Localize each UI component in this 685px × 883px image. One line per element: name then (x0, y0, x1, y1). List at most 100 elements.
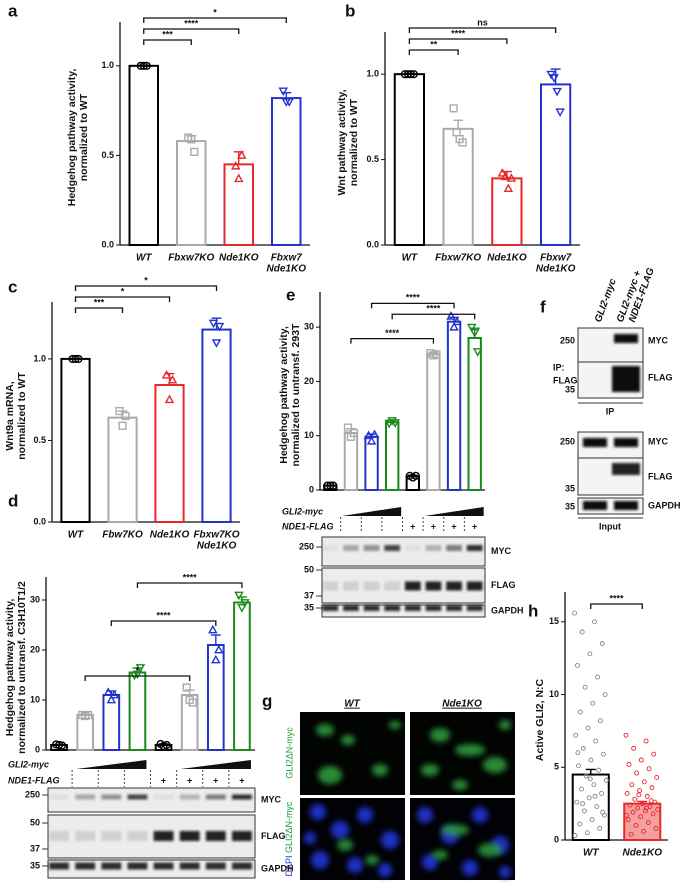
y-axis-label: normalized to WT (16, 372, 28, 460)
data-point (187, 135, 196, 144)
data-point (599, 791, 604, 796)
data-point (580, 745, 586, 751)
data-point (182, 683, 191, 692)
blot-band (425, 605, 442, 611)
x-tick-label: Fbxw7 (540, 253, 572, 264)
panel-g: g WT Nde1KO GLI2ΔN-myc DAPI GLI2ΔN-myc (262, 691, 515, 880)
blot-band (384, 545, 401, 551)
band-label: GAPDH (648, 500, 681, 510)
y-tick-label: 0.0 (101, 239, 114, 249)
data-point (636, 792, 642, 798)
blot-band (466, 581, 483, 591)
bar (128, 64, 159, 247)
y-tick-label: 1.0 (33, 353, 46, 363)
bar (385, 421, 400, 491)
band-label: MYC (648, 335, 669, 345)
data-point (596, 767, 602, 773)
plus-sign: + (161, 775, 166, 785)
data-point (646, 766, 652, 772)
y-tick-label: 0.5 (33, 435, 46, 445)
data-point (638, 757, 644, 763)
data-point (458, 138, 467, 147)
data-point (284, 98, 295, 107)
blot-band (49, 794, 69, 800)
y-tick-label: 0.0 (33, 516, 46, 526)
y-tick-label: 0 (309, 484, 314, 494)
y-tick-label: 0 (35, 744, 40, 754)
mw-marker: 250 (299, 541, 314, 551)
blot-band (232, 794, 252, 800)
data-point (577, 709, 583, 715)
cell-signal (316, 720, 511, 790)
data-point (600, 751, 606, 757)
data-point (71, 354, 80, 364)
blot-band (232, 862, 252, 870)
blot-band (179, 794, 200, 800)
data-point (323, 481, 332, 490)
significance-label: ** (430, 39, 438, 49)
data-point (106, 694, 117, 704)
data-point (230, 160, 241, 170)
data-point (211, 654, 221, 664)
data-point (573, 732, 579, 738)
x-tick-label: Nde1KO (219, 253, 259, 264)
data-point (623, 732, 629, 738)
blot-band (404, 545, 421, 551)
x-tick-label: Nde1KO (536, 264, 576, 275)
data-point (572, 610, 577, 616)
row-label: NDE1-FLAG (8, 775, 60, 785)
blot-band (153, 831, 174, 841)
x-tick-label: WT (583, 848, 599, 859)
y-tick-label: 10 (549, 689, 559, 699)
data-point (634, 770, 640, 776)
significance-label: **** (426, 304, 441, 314)
data-point (109, 689, 120, 699)
y-tick-label: 1.0 (366, 69, 379, 79)
significance-bracket (74, 285, 218, 291)
y-axis-label: Hedgehog pathway activity, (4, 599, 16, 737)
data-point (641, 828, 647, 834)
column-label: WT (344, 699, 360, 710)
mw-marker: 35 (565, 384, 575, 394)
significance-bracket (408, 27, 557, 33)
panel-f: f GLI2-myc GLI2-myc + NDE1-FLAG IP: FLAG… (540, 266, 681, 531)
data-point (645, 820, 651, 825)
y-axis-label: normalized to WT (78, 93, 90, 181)
blot-band (583, 438, 607, 447)
data-point (587, 776, 593, 782)
y-axis-label: Wnt pathway activity, (336, 89, 348, 195)
data-point (628, 831, 634, 837)
data-point (446, 311, 456, 320)
blot-band (343, 545, 359, 551)
y-axis-label: Hedgehog pathway activity, (278, 326, 290, 464)
bar (154, 384, 185, 523)
data-point (500, 171, 511, 181)
data-point (585, 725, 591, 731)
panel-letter: b (345, 1, 355, 20)
row-label-part: DAPI (284, 856, 294, 877)
data-point (497, 168, 508, 177)
blot-band (425, 545, 442, 551)
bar (223, 163, 254, 246)
band-label: FLAG (491, 580, 516, 590)
bar (201, 328, 232, 524)
data-point (118, 421, 127, 430)
bar (233, 601, 251, 751)
significance-label: **** (157, 610, 172, 620)
side-label: IP: (553, 362, 565, 372)
significance-label: * (213, 7, 217, 17)
significance-label: ns (477, 17, 488, 27)
row-label: GLI2ΔN-myc (284, 727, 294, 779)
data-point (648, 798, 654, 804)
x-tick-label: WT (136, 253, 152, 264)
caption: Input (599, 521, 621, 531)
plus-sign: + (451, 521, 456, 531)
data-point (654, 775, 660, 780)
data-point (233, 173, 244, 183)
dose-ramp (341, 507, 402, 516)
band-label: MYC (261, 794, 282, 804)
band-label: GAPDH (261, 863, 294, 873)
blot-band (446, 545, 462, 551)
micrograph (300, 712, 405, 795)
data-point (575, 663, 580, 668)
